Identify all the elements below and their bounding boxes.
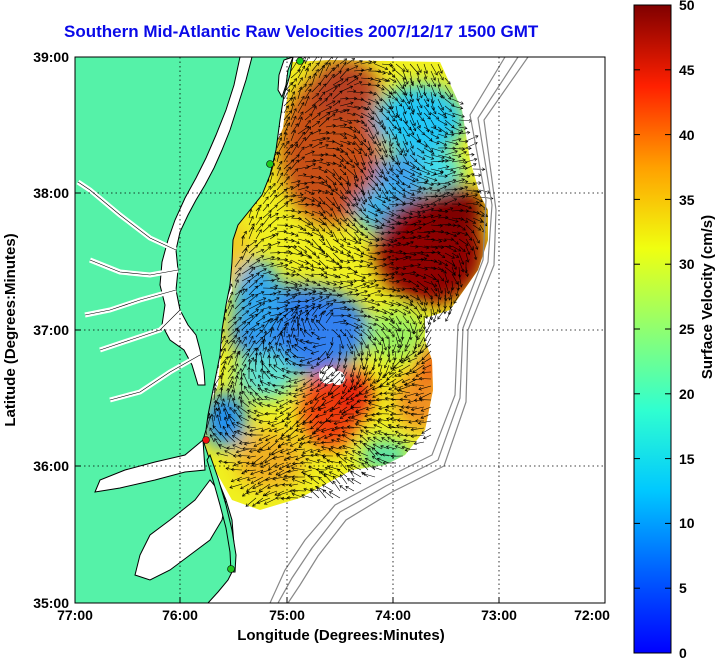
colorbar-tick-label: 0 <box>679 645 687 659</box>
map-title: Southern Mid-Atlantic Raw Velocities 200… <box>64 22 539 41</box>
x-tick-label: 72:00 <box>574 607 610 623</box>
y-tick-label: 35:00 <box>33 595 69 611</box>
y-tick-label: 39:00 <box>33 49 69 65</box>
velocity-vectors <box>203 57 494 507</box>
colorbar-tick-label: 15 <box>679 451 695 467</box>
x-tick-label: 75:00 <box>269 607 305 623</box>
radar-site-marker <box>266 160 274 168</box>
radar-site-marker <box>227 565 235 573</box>
colorbar-tick-label: 35 <box>679 192 695 208</box>
y-tick-label: 37:00 <box>33 322 69 338</box>
colorbar-tick-label: 25 <box>679 321 695 337</box>
colorbar-tick-label: 10 <box>679 515 695 531</box>
x-tick-label: 74:00 <box>375 607 411 623</box>
y-tick-label: 36:00 <box>33 458 69 474</box>
colorbar-tick-label: 40 <box>679 127 695 143</box>
y-tick-label: 38:00 <box>33 185 69 201</box>
x-axis-label: Longitude (Degrees:Minutes) <box>237 627 445 644</box>
grid-lines <box>75 57 605 603</box>
colorbar-tick-marks <box>634 4 671 654</box>
colorbar-tick-label: 45 <box>679 62 695 78</box>
x-tick-label: 76:00 <box>162 607 198 623</box>
x-tick-marks <box>74 56 606 604</box>
y-axis-label: Latitude (Degrees:Minutes) <box>2 233 19 426</box>
colorbar-tick-label: 30 <box>679 256 695 272</box>
x-tick-label: 77:00 <box>57 607 93 623</box>
radar-site-marker <box>202 436 210 444</box>
bathymetry-contours <box>269 57 529 603</box>
colorbar-tick-label: 20 <box>679 386 695 402</box>
colorbar-tick-label: 5 <box>679 580 687 596</box>
x-tick-label: 73:00 <box>481 607 517 623</box>
colorbar-tick-label: 50 <box>679 0 695 13</box>
colorbar-label: Surface Velocity (cm/s) <box>699 215 716 379</box>
radar-site-marker <box>296 57 304 65</box>
